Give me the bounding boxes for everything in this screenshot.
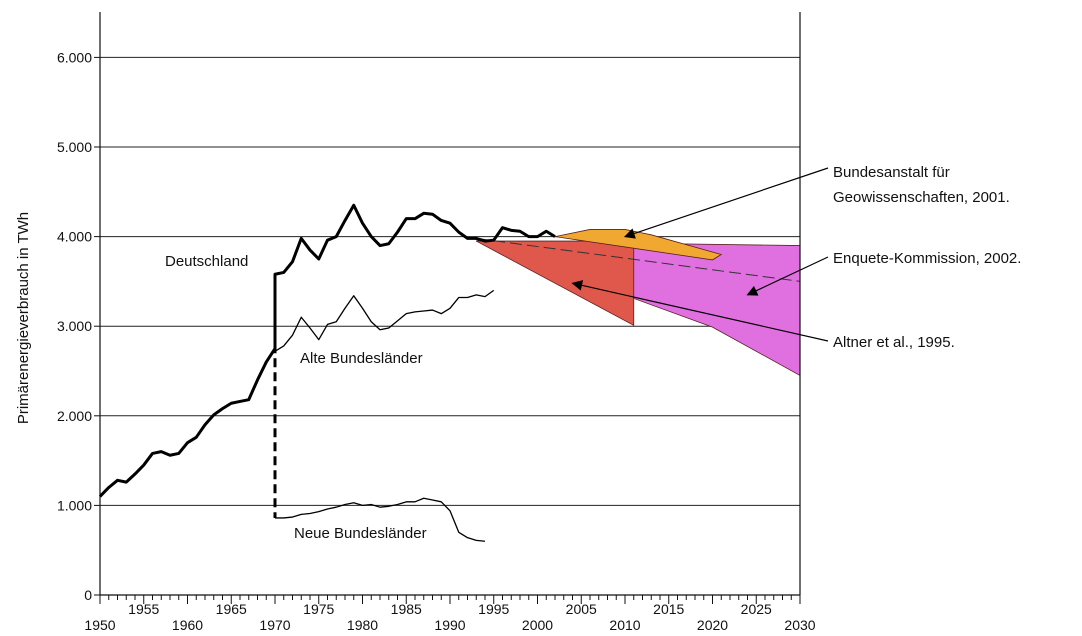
x-tick-label-1975: 1975 <box>303 601 334 617</box>
projection-areas <box>476 229 801 377</box>
label-alte-bundeslaender: Alte Bundesländer <box>300 350 423 367</box>
label-bgr-line2: Geowissenschaften, 2001. <box>833 189 1010 206</box>
series-line-2 <box>275 497 486 542</box>
axes <box>94 12 801 604</box>
series-lines <box>98 203 556 542</box>
annotation-arrow-bgr <box>623 167 829 239</box>
x-tick-label-1985: 1985 <box>391 601 422 617</box>
x-tick-label-1950: 1950 <box>84 617 115 633</box>
annotation-arrow-altner <box>571 280 829 342</box>
y-axis-label: Primärenergieverbrauch in TWh <box>15 212 32 424</box>
label-altner: Altner et al., 1995. <box>833 334 955 351</box>
y-tick-label-0: 0 <box>84 587 92 603</box>
x-tick-label-2005: 2005 <box>566 601 597 617</box>
y-tick-label-4: 4.000 <box>57 229 92 245</box>
x-tick-label-1955: 1955 <box>128 601 159 617</box>
y-tick-label-3: 3.000 <box>57 318 92 334</box>
label-bgr-line1: Bundesanstalt für <box>833 164 950 181</box>
label-enquete: Enquete-Kommission, 2002. <box>833 250 1021 267</box>
projection-trend-line <box>476 237 801 282</box>
x-tick-label-2030: 2030 <box>784 617 815 633</box>
x-tick-label-1960: 1960 <box>172 617 203 633</box>
x-tick-label-2000: 2000 <box>522 617 553 633</box>
annotation-arrow-enquete <box>746 256 829 296</box>
x-tick-label-2020: 2020 <box>697 617 728 633</box>
y-tick-label-6: 6.000 <box>57 49 92 65</box>
series-line-1 <box>274 289 495 352</box>
projection-area-1 <box>476 240 635 326</box>
y-tick-label-1: 1.000 <box>57 497 92 513</box>
x-tick-label-1980: 1980 <box>347 617 378 633</box>
annotation-arrows <box>571 167 829 342</box>
y-tick-label-2: 2.000 <box>57 408 92 424</box>
series-line-0 <box>98 203 556 498</box>
x-tick-label-1990: 1990 <box>434 617 465 633</box>
x-tick-label-2015: 2015 <box>653 601 684 617</box>
label-neue-bundeslaender: Neue Bundesländer <box>294 525 427 542</box>
label-deutschland: Deutschland <box>165 253 248 270</box>
x-tick-label-2025: 2025 <box>741 601 772 617</box>
y-tick-label-5: 5.000 <box>57 139 92 155</box>
x-tick-label-1970: 1970 <box>259 617 290 633</box>
projection-area-2 <box>554 229 723 261</box>
grid-lines <box>100 56 800 506</box>
x-tick-label-2010: 2010 <box>609 617 640 633</box>
x-tick-label-1995: 1995 <box>478 601 509 617</box>
tick-labels: 1950 1955 1960 1965 1970 1975 1980 1985 1990 1995… <box>57 49 816 633</box>
x-tick-label-1965: 1965 <box>216 601 247 617</box>
